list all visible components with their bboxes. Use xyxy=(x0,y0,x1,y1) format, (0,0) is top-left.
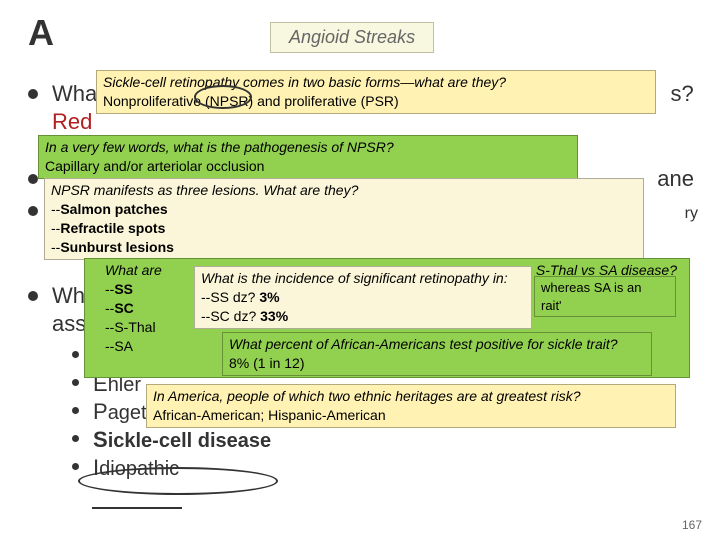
bullet-dot xyxy=(28,89,38,99)
bullet-dot xyxy=(28,174,38,184)
slide-letter: A xyxy=(28,12,54,54)
overlay-incidence: What is the incidence of significant ret… xyxy=(194,266,532,329)
idiopathic-strike xyxy=(92,507,182,509)
sickle-circle xyxy=(78,467,278,495)
npsr-circle xyxy=(194,85,252,109)
overlay-percent: What percent of African-Americans test p… xyxy=(222,332,652,376)
overlay-lesions: NPSR manifests as three lesions. What ar… xyxy=(44,178,644,260)
overlay-ethnic: In America, people of which two ethnic h… xyxy=(146,384,676,428)
bullet-dot xyxy=(28,291,38,301)
overlay-forms: Sickle-cell retinopathy comes in two bas… xyxy=(96,70,656,114)
bullet-dot xyxy=(28,206,38,216)
overlay-pathogenesis: In a very few words, what is the pathoge… xyxy=(38,135,578,179)
overlay-sa-note: whereas SA is an rait' xyxy=(534,276,676,317)
slide-title: Angioid Streaks xyxy=(270,22,434,53)
page-number: 167 xyxy=(682,518,702,532)
